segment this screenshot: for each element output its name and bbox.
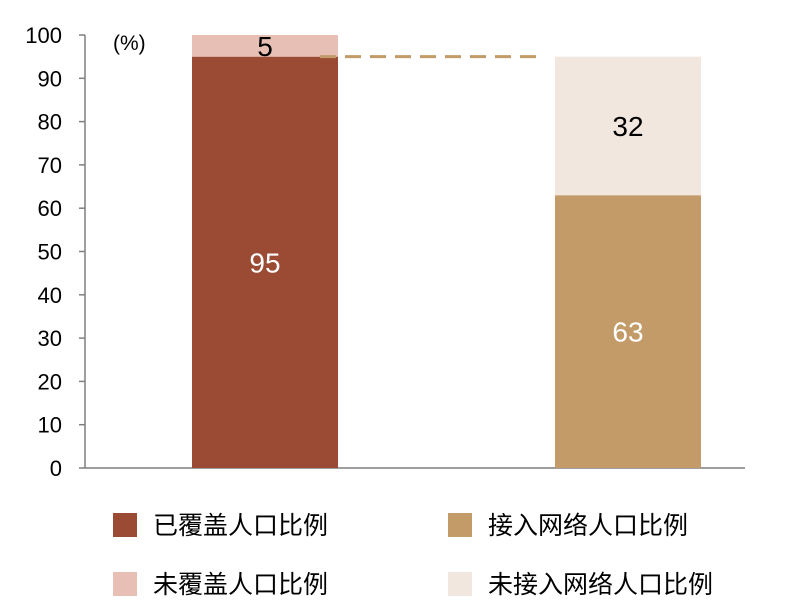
segment-labels-layer: 95 5 63 32 bbox=[249, 31, 643, 348]
y-tick-label: 0 bbox=[50, 456, 62, 481]
y-tick-label: 40 bbox=[38, 283, 62, 308]
y-tick-label: 20 bbox=[38, 369, 62, 394]
y-tick-label: 100 bbox=[25, 23, 62, 48]
legend-label: 未接入网络人口比例 bbox=[488, 570, 713, 599]
y-tick-label: 90 bbox=[38, 66, 62, 91]
legend-swatch bbox=[448, 572, 472, 596]
axis-layer: 0 10 20 30 40 50 60 70 80 90 100 bbox=[25, 23, 745, 481]
y-tick-label: 30 bbox=[38, 326, 62, 351]
legend-label: 已覆盖人口比例 bbox=[153, 511, 328, 540]
bar-segment-label: 5 bbox=[257, 31, 273, 62]
bar-segment-label: 32 bbox=[612, 111, 643, 142]
bar-segment-label: 63 bbox=[612, 317, 643, 348]
legend-swatch bbox=[113, 513, 137, 537]
legend-label: 未覆盖人口比例 bbox=[153, 570, 328, 599]
y-tick-label: 10 bbox=[38, 413, 62, 438]
bar-segment bbox=[555, 195, 701, 468]
legend-swatch bbox=[113, 572, 137, 596]
bars-layer bbox=[192, 35, 701, 469]
y-tick-label: 80 bbox=[38, 110, 62, 135]
bar-segment-label: 95 bbox=[249, 247, 280, 278]
y-tick-label: 70 bbox=[38, 153, 62, 178]
bar-segment bbox=[192, 35, 338, 57]
bar-segment bbox=[192, 56, 338, 469]
bar-segment bbox=[555, 56, 701, 196]
y-axis-unit-label: (%) bbox=[113, 32, 146, 55]
legend-swatch bbox=[448, 513, 472, 537]
legend-label: 接入网络人口比例 bbox=[488, 511, 688, 540]
y-tick-label: 60 bbox=[38, 196, 62, 221]
y-tick-label: 50 bbox=[38, 240, 62, 265]
